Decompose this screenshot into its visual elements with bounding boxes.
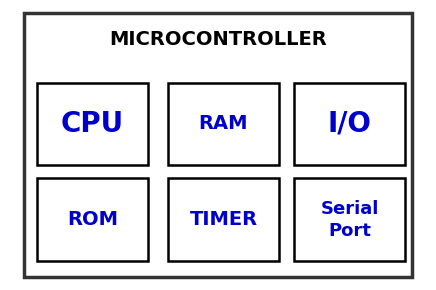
Bar <box>168 83 279 165</box>
Text: ROM: ROM <box>67 210 118 229</box>
Bar <box>24 13 412 277</box>
Text: I/O: I/O <box>328 110 372 138</box>
Bar <box>168 178 279 261</box>
Text: Serial
Port: Serial Port <box>321 200 379 240</box>
Text: MICROCONTROLLER: MICROCONTROLLER <box>109 30 327 49</box>
Bar <box>294 83 405 165</box>
Text: CPU: CPU <box>61 110 124 138</box>
Bar <box>37 178 148 261</box>
Text: RAM: RAM <box>199 115 248 133</box>
Bar <box>294 178 405 261</box>
Bar <box>37 83 148 165</box>
Text: TIMER: TIMER <box>189 210 258 229</box>
